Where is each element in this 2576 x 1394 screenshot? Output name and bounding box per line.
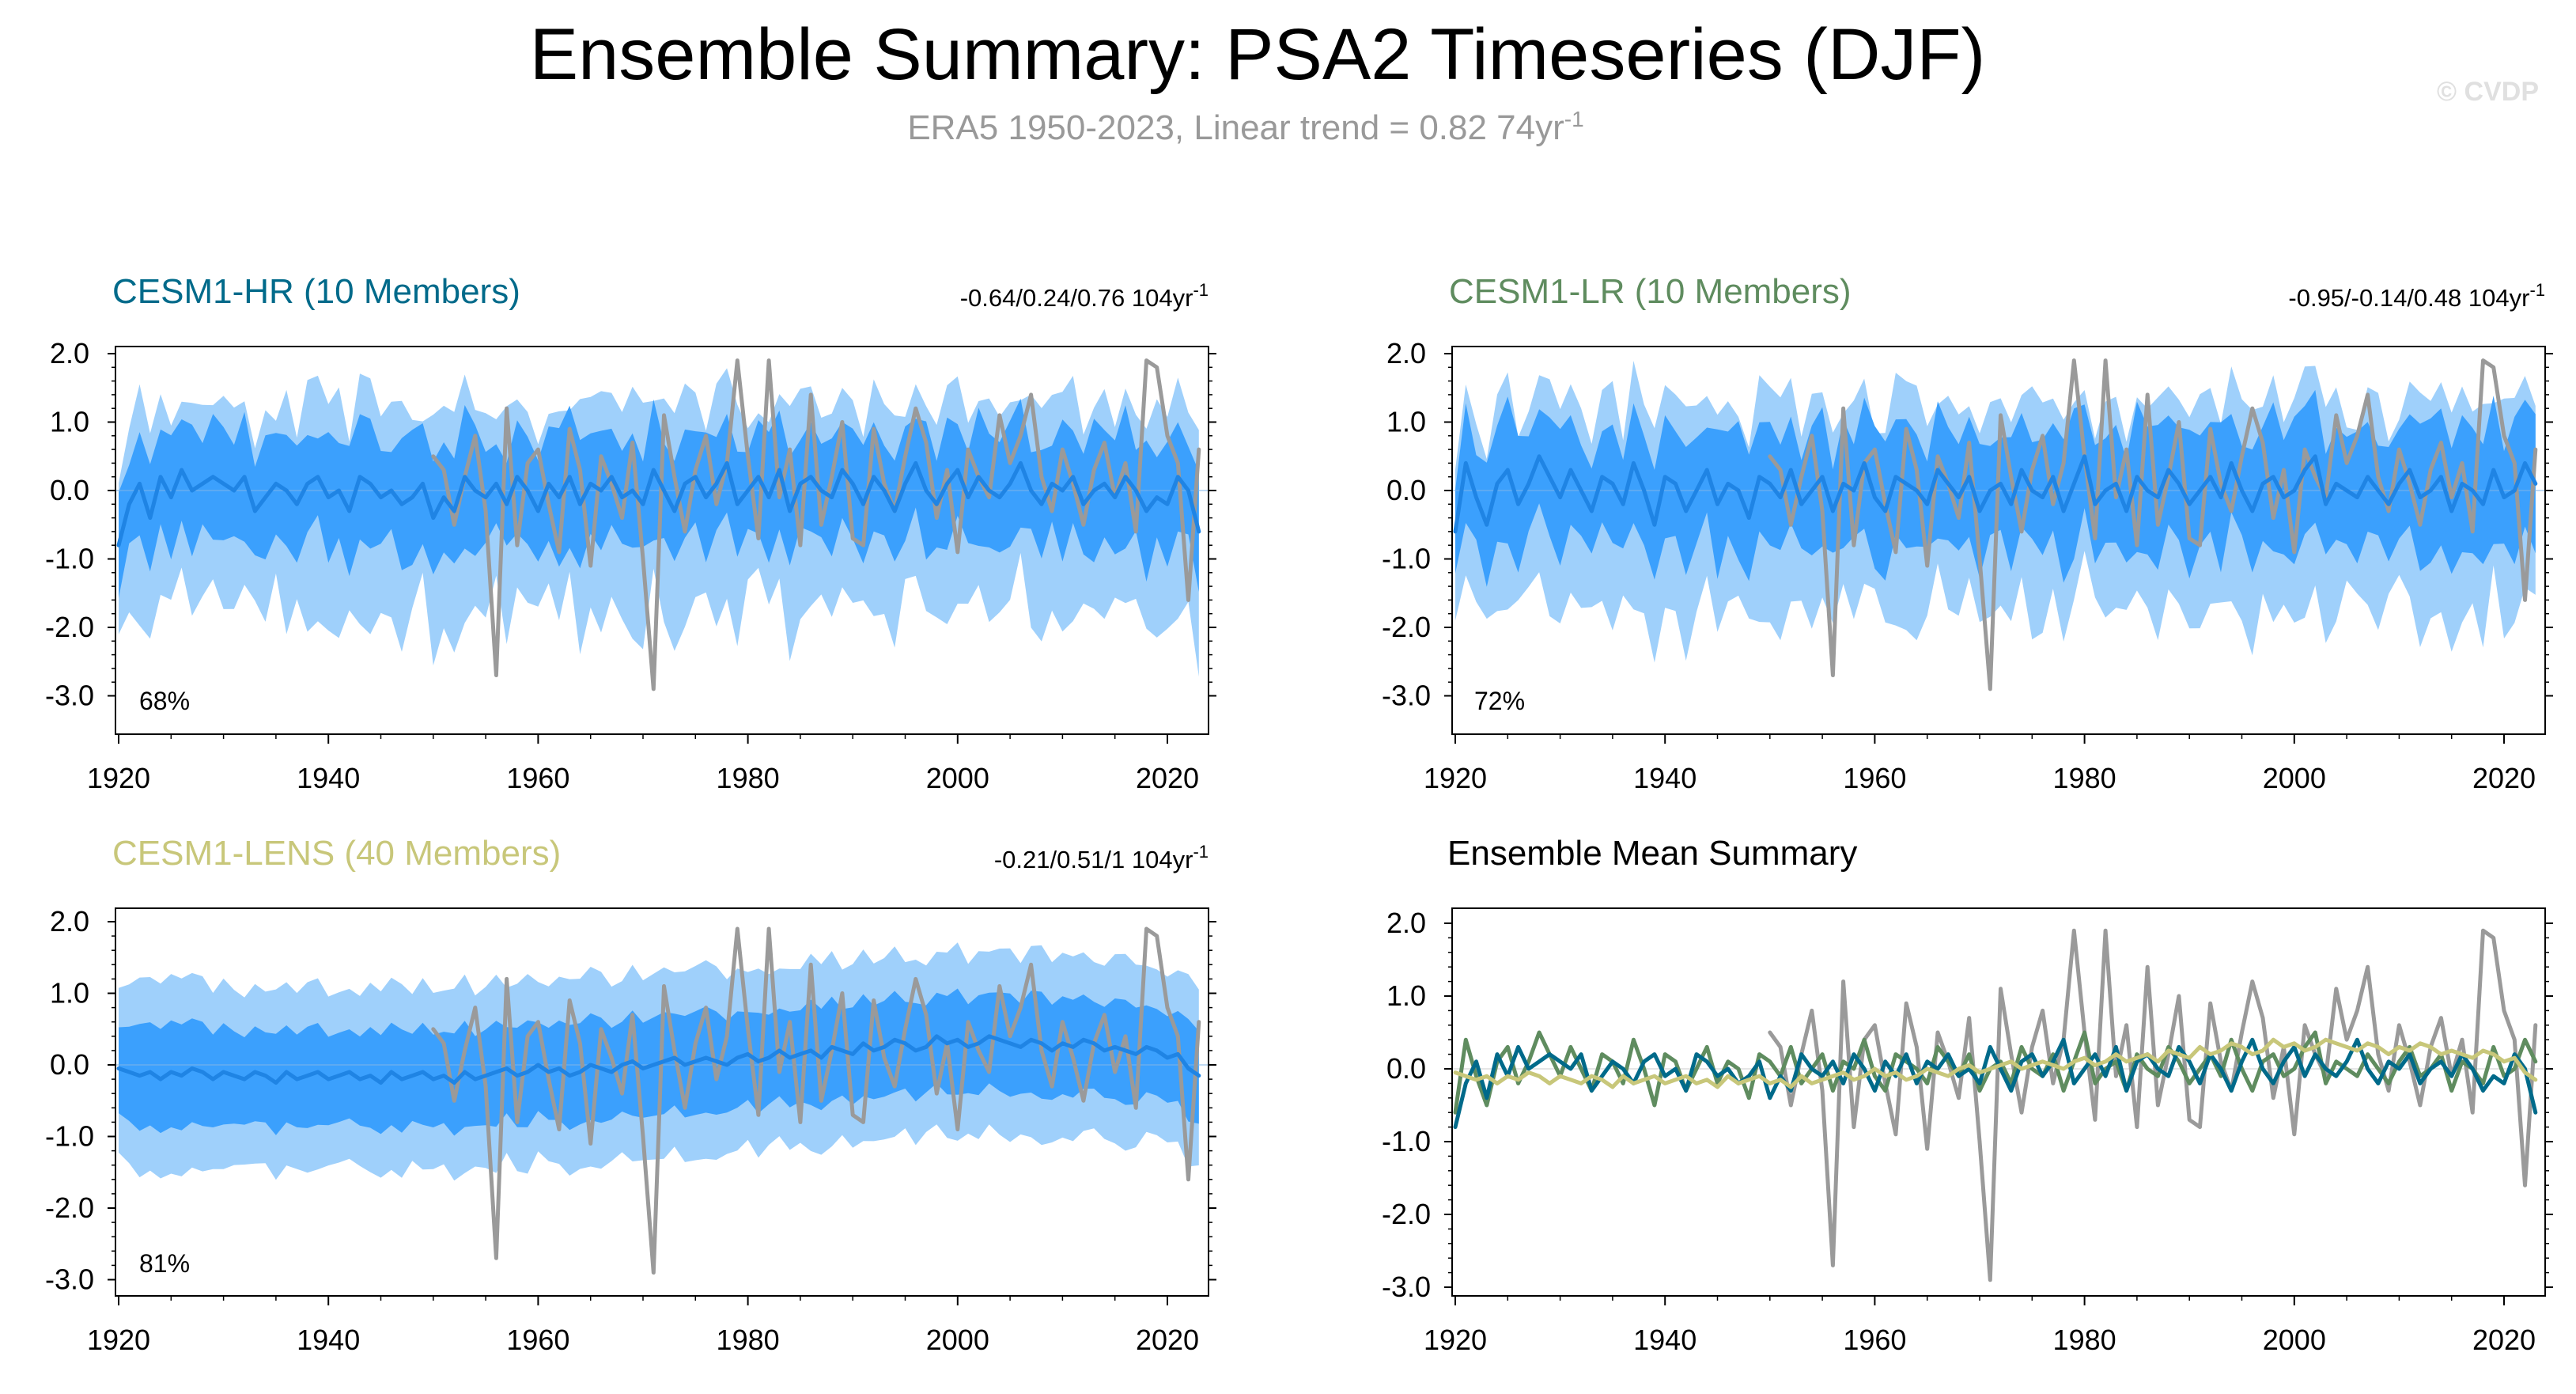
plot-frame	[1451, 907, 2546, 1297]
y-tick-label: -3.0	[45, 1263, 94, 1296]
y-tick-label: 0.0	[1386, 474, 1426, 506]
y-tick-label: -3.0	[1382, 1271, 1431, 1303]
x-tick-label: 1960	[506, 762, 569, 794]
subtitle-superscript: -1	[1564, 107, 1584, 131]
y-tick-label: -3.0	[45, 680, 94, 712]
x-tick-label: 1960	[506, 1324, 569, 1356]
x-tick-label: 2000	[2263, 1324, 2326, 1356]
cesm1-hr-mean-line	[1453, 1037, 2538, 1130]
x-tick-label: 1940	[1633, 1324, 1697, 1356]
y-tick-label: -1.0	[1382, 543, 1431, 575]
y-tick-label: -1.0	[45, 1120, 94, 1153]
y-tick-label: -2.0	[1382, 1198, 1431, 1230]
era5-line	[431, 926, 1201, 1275]
y-tick-label: -1.0	[45, 543, 94, 575]
x-tick-label: 2000	[926, 1324, 989, 1356]
panel-title-hr: CESM1-HR (10 Members)	[112, 272, 520, 311]
y-tick-label: 2.0	[50, 337, 89, 369]
panel-title-lens: CESM1-LENS (40 Members)	[112, 834, 561, 873]
y-tick-label: -3.0	[1382, 680, 1431, 712]
y-tick-label: 2.0	[1386, 907, 1426, 939]
trend-lens-sup: -1	[1193, 842, 1209, 862]
x-tick-label: 1920	[87, 1324, 150, 1356]
y-tick-label: 0.0	[1386, 1052, 1426, 1085]
era5-line	[1768, 358, 2538, 691]
plot-frame	[115, 907, 1209, 1297]
y-tick-label: 2.0	[1386, 337, 1426, 369]
plot-frame	[115, 346, 1209, 735]
trend-hr-text: -0.64/0.24/0.76 104yr	[960, 284, 1193, 312]
trend-label-lens: -0.21/0.51/1 104yr-1	[994, 842, 1209, 873]
trend-label-hr: -0.64/0.24/0.76 104yr-1	[960, 280, 1209, 312]
y-tick-label: 1.0	[1386, 406, 1426, 438]
x-tick-label: 2020	[1136, 1324, 1199, 1356]
ensemble-mean-line	[1453, 454, 2538, 534]
figure-title: Ensemble Summary: PSA2 Timeseries (DJF)	[530, 14, 1985, 95]
cvdp-watermark: © CVDP	[2437, 77, 2539, 107]
x-tick-label: 1980	[2053, 1324, 2116, 1356]
panel-cesm1-hr: 2.0 1.0 0.0 -1.0 -2.0 -3.0 1920 1940 1960 1980 200…	[45, 337, 1216, 794]
plot-frame	[1451, 346, 2546, 735]
subtitle-text: ERA5 1950-2023, Linear trend = 0.82 74yr	[907, 108, 1564, 147]
pct-label-lens: 81%	[139, 1249, 190, 1278]
x-tick-label: 1940	[297, 762, 360, 794]
x-tick-label: 1940	[297, 1324, 360, 1356]
x-tick-label: 2020	[2472, 1324, 2536, 1356]
ensemble-mean-line	[116, 1034, 1201, 1085]
ensemble-mean-line	[116, 460, 1201, 547]
y-tick-label: 0.0	[50, 474, 89, 506]
panel-cesm1-lr: 2.0 1.0 0.0 -1.0 -2.0 -3.0 1920 1940 1960 1980 200…	[1382, 337, 2553, 794]
x-tick-label: 1920	[87, 762, 150, 794]
x-tick-label: 2000	[2263, 762, 2326, 794]
x-tick-label: 1980	[717, 762, 780, 794]
pct-label-lr: 72%	[1474, 687, 1525, 715]
y-tick-label: 1.0	[50, 406, 89, 438]
y-tick-label: 0.0	[50, 1048, 89, 1081]
y-tick-label: 1.0	[50, 977, 89, 1010]
x-tick-label: 1960	[1843, 1324, 1906, 1356]
x-tick-label: 1960	[1843, 762, 1906, 794]
x-tick-label: 2000	[926, 762, 989, 794]
panel-ensemble-mean-summary: 2.0 1.0 0.0 -1.0 -2.0 -3.0 1920 1940 1960 1980 200…	[1382, 907, 2553, 1356]
trend-lr-sup: -1	[2529, 280, 2545, 300]
cesm1-lens-mean-line	[1453, 1037, 2538, 1089]
trend-lens-text: -0.21/0.51/1 104yr	[994, 846, 1193, 873]
x-tick-label: 1980	[717, 1324, 780, 1356]
trend-label-lr: -0.95/-0.14/0.48 104yr-1	[2288, 280, 2545, 312]
y-tick-label: -2.0	[45, 611, 94, 643]
panel-title-summary: Ensemble Mean Summary	[1447, 834, 1857, 873]
era5-line	[1768, 928, 2538, 1282]
x-tick-label: 1920	[1424, 762, 1487, 794]
trend-hr-sup: -1	[1193, 280, 1209, 300]
x-tick-label: 1980	[2053, 762, 2116, 794]
y-tick-label: -1.0	[1382, 1125, 1431, 1157]
panel-cesm1-lens: 2.0 1.0 0.0 -1.0 -2.0 -3.0 1920 1940 1960 1980 200…	[45, 905, 1216, 1356]
y-tick-label: 1.0	[1386, 979, 1426, 1012]
x-tick-label: 2020	[2472, 762, 2536, 794]
y-tick-label: -2.0	[45, 1191, 94, 1224]
figure-subtitle: ERA5 1950-2023, Linear trend = 0.82 74yr…	[907, 107, 1583, 147]
y-tick-label: -2.0	[1382, 611, 1431, 643]
x-tick-label: 1940	[1633, 762, 1697, 794]
trend-lr-text: -0.95/-0.14/0.48 104yr	[2288, 284, 2529, 312]
y-tick-label: 2.0	[50, 905, 89, 938]
x-tick-label: 1920	[1424, 1324, 1487, 1356]
pct-label-hr: 68%	[139, 687, 190, 715]
panel-title-lr: CESM1-LR (10 Members)	[1449, 272, 1852, 311]
x-tick-label: 2020	[1136, 762, 1199, 794]
